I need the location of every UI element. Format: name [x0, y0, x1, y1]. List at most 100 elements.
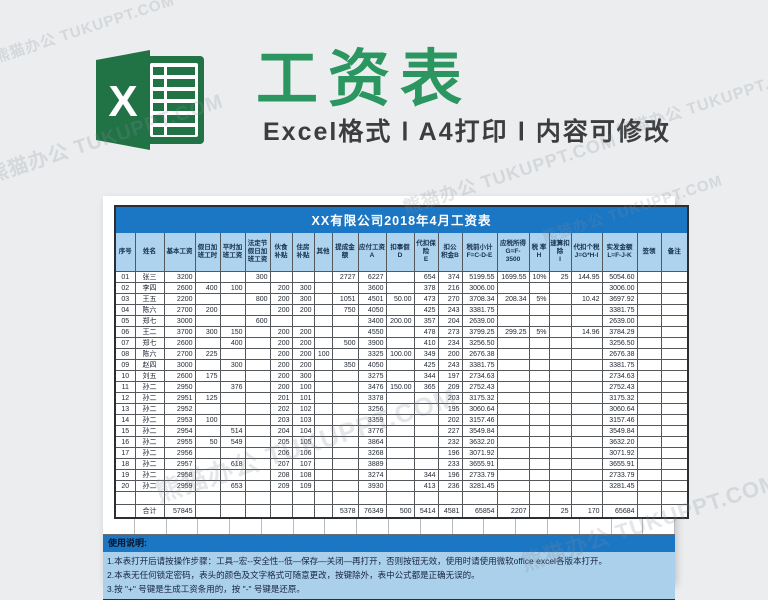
cell[interactable]: 2676.38 [601, 348, 638, 360]
cell[interactable] [528, 370, 550, 382]
cell[interactable] [385, 392, 415, 404]
cell[interactable]: 170 [570, 504, 603, 519]
cell[interactable]: 365 [413, 381, 439, 393]
cell[interactable]: 100 [219, 282, 246, 294]
cell[interactable]: 3864 [357, 436, 387, 448]
cell[interactable]: 107 [291, 458, 315, 470]
cell[interactable]: 3381.75 [461, 304, 498, 316]
cell[interactable] [636, 304, 662, 316]
cell[interactable]: 13 [114, 403, 136, 415]
cell[interactable]: 514 [219, 425, 246, 437]
cell[interactable]: 150 [219, 326, 246, 338]
cell[interactable] [385, 491, 415, 505]
cell[interactable]: 100 [313, 348, 333, 360]
cell[interactable] [313, 293, 333, 305]
cell[interactable]: 3200 [163, 271, 196, 283]
cell[interactable] [413, 491, 439, 505]
cell[interactable]: 3281.45 [461, 480, 498, 492]
cell[interactable]: 4050 [357, 304, 387, 316]
cell[interactable] [570, 469, 603, 481]
cell[interactable] [496, 491, 530, 505]
cell[interactable] [496, 348, 530, 360]
cell[interactable] [269, 315, 293, 327]
cell[interactable]: 19 [114, 469, 136, 481]
cell[interactable]: 3274 [357, 469, 387, 481]
cell[interactable]: 3256 [357, 403, 387, 415]
cell[interactable] [219, 304, 246, 316]
cell[interactable]: 106 [291, 447, 315, 459]
cell[interactable]: 125 [194, 392, 221, 404]
cell[interactable] [548, 480, 572, 492]
column-header[interactable]: 法定节 假日加 班工资 [244, 232, 271, 272]
cell[interactable]: 478 [413, 326, 439, 338]
cell[interactable] [313, 304, 333, 316]
cell[interactable]: 654 [413, 271, 439, 283]
cell[interactable]: 618 [219, 458, 246, 470]
cell[interactable]: 150.00 [385, 381, 415, 393]
cell[interactable] [357, 491, 387, 505]
cell[interactable]: 孙二 [134, 436, 165, 448]
cell[interactable]: 100.00 [385, 348, 415, 360]
cell[interactable]: 653 [219, 480, 246, 492]
cell[interactable]: 11 [114, 381, 136, 393]
cell[interactable]: 2958 [163, 469, 196, 481]
cell[interactable] [194, 458, 221, 470]
cell[interactable] [244, 491, 271, 505]
cell[interactable]: 孙二 [134, 381, 165, 393]
cell[interactable]: 206 [269, 447, 293, 459]
cell[interactable]: 25 [548, 504, 572, 519]
cell[interactable] [548, 359, 572, 371]
cell[interactable] [636, 337, 662, 349]
cell[interactable] [636, 403, 662, 415]
cell[interactable]: 07 [114, 337, 136, 349]
cell[interactable]: 3325 [357, 348, 387, 360]
cell[interactable] [269, 504, 293, 519]
cell[interactable] [636, 491, 662, 505]
cell[interactable] [636, 414, 662, 426]
cell[interactable] [636, 326, 662, 338]
cell[interactable] [636, 480, 662, 492]
cell[interactable] [548, 392, 572, 404]
cell[interactable] [244, 337, 271, 349]
cell[interactable] [528, 403, 550, 415]
cell[interactable]: 300 [291, 370, 315, 382]
cell[interactable]: 102 [291, 403, 315, 415]
cell[interactable] [660, 282, 689, 294]
cell[interactable]: 549 [219, 436, 246, 448]
cell[interactable] [660, 436, 689, 448]
cell[interactable] [244, 282, 271, 294]
cell[interactable] [194, 359, 221, 371]
cell[interactable]: 3889 [357, 458, 387, 470]
cell[interactable]: 3632.20 [461, 436, 498, 448]
cell[interactable] [313, 370, 333, 382]
cell[interactable] [244, 403, 271, 415]
cell[interactable] [548, 326, 572, 338]
cell[interactable]: 孙二 [134, 425, 165, 437]
cell[interactable] [219, 293, 246, 305]
cell[interactable] [163, 491, 196, 505]
cell[interactable] [291, 491, 315, 505]
cell[interactable] [496, 425, 530, 437]
column-header[interactable]: 序号 [114, 232, 136, 272]
cell[interactable]: 04 [114, 304, 136, 316]
cell[interactable]: 204 [269, 425, 293, 437]
cell[interactable]: 14 [114, 414, 136, 426]
cell[interactable] [528, 447, 550, 459]
cell[interactable] [194, 403, 221, 415]
cell[interactable]: 205 [269, 436, 293, 448]
cell[interactable] [636, 504, 662, 519]
cell[interactable]: 2951 [163, 392, 196, 404]
cell[interactable] [313, 504, 333, 519]
cell[interactable]: 2752.43 [601, 381, 638, 393]
cell[interactable]: 3697.92 [601, 293, 638, 305]
cell[interactable] [219, 414, 246, 426]
cell[interactable]: 202 [437, 414, 463, 426]
cell[interactable] [331, 480, 359, 492]
cell[interactable]: 孙二 [134, 414, 165, 426]
cell[interactable]: 2733.79 [601, 469, 638, 481]
grid-cell[interactable] [643, 519, 676, 534]
cell[interactable] [636, 458, 662, 470]
cell[interactable]: 101 [291, 392, 315, 404]
grid-cell[interactable] [325, 519, 358, 534]
cell[interactable]: 3381.75 [601, 304, 638, 316]
